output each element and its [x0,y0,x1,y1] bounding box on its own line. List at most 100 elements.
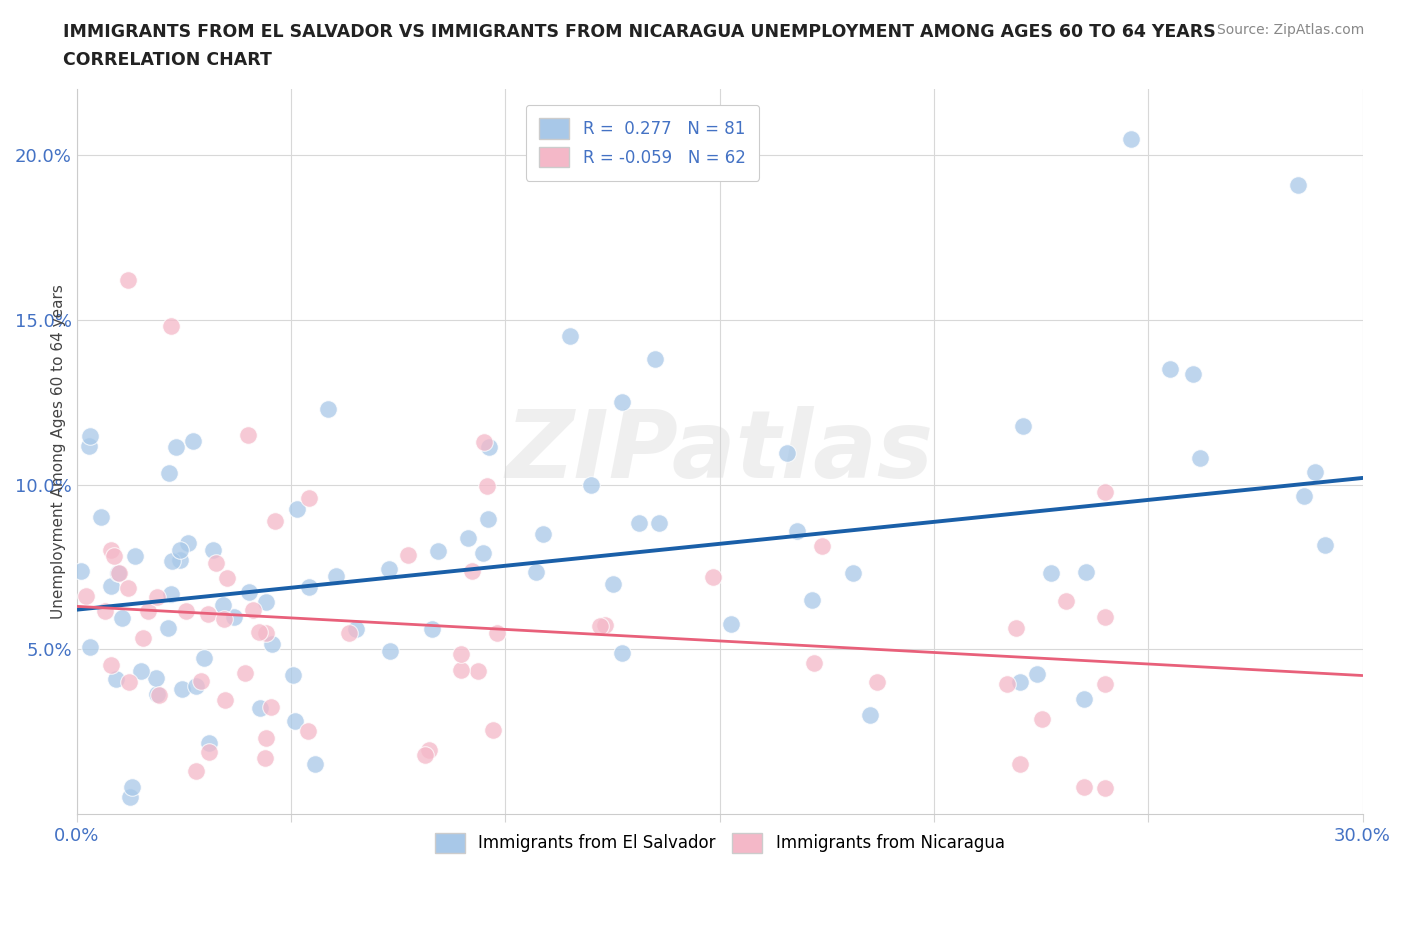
Point [148,687,170,702]
Point [477,512,499,526]
Point [212,611,235,626]
Point [70,565,93,579]
Point [254,731,277,746]
Point [627,515,650,530]
Text: IMMIGRANTS FROM EL SALVADOR VS IMMIGRANTS FROM NICARAGUA UNEMPLOYMENT AMONG AGES: IMMIGRANTS FROM EL SALVADOR VS IMMIGRANT… [63,23,1216,41]
Point [378,562,401,577]
Point [720,617,742,631]
Point [281,667,304,682]
Point [610,645,633,660]
Point [184,678,207,693]
Point [1094,610,1116,625]
Point [457,530,479,545]
Point [118,675,141,690]
Point [531,527,554,542]
Point [254,594,277,609]
Point [325,568,347,583]
Point [800,592,823,607]
Point [120,790,142,804]
Point [184,764,207,778]
Point [202,542,225,557]
Point [169,552,191,567]
Point [100,578,122,593]
Point [193,651,215,666]
Point [396,548,419,563]
Point [1026,667,1049,682]
Point [198,736,221,751]
Point [1031,712,1053,727]
Point [107,565,129,580]
Point [181,433,204,448]
Point [579,477,602,492]
Point [214,692,236,707]
Point [482,722,505,737]
Point [297,579,319,594]
Point [344,622,367,637]
Point [100,543,122,558]
Point [1073,780,1095,795]
Text: ZIPatlas: ZIPatlas [506,405,934,498]
Point [160,319,183,334]
Point [478,439,501,454]
Point [233,665,256,680]
Point [1074,565,1097,579]
Point [111,611,134,626]
Point [94,604,117,618]
Point [198,744,221,759]
Point [450,662,472,677]
Point [176,604,198,618]
Point [1189,450,1212,465]
Point [644,352,666,366]
Point [461,564,484,578]
Point [297,724,319,738]
Point [450,646,472,661]
Point [378,644,401,658]
Point [1011,419,1033,434]
Point [264,513,287,528]
Point [337,626,360,641]
Point [1008,757,1031,772]
Point [75,589,97,604]
Point [197,606,219,621]
Point [136,604,159,618]
Point [1008,674,1031,689]
Point [558,329,581,344]
Point [107,565,129,580]
Point [702,569,724,584]
Point [211,597,233,612]
Point [131,664,153,679]
Point [146,590,169,604]
Point [249,701,271,716]
Point [589,618,612,633]
Point [1159,362,1181,377]
Point [157,620,180,635]
Legend: Immigrants from El Salvador, Immigrants from Nicaragua: Immigrants from El Salvador, Immigrants … [429,826,1011,860]
Point [648,515,671,530]
Point [1054,593,1077,608]
Point [602,577,624,591]
Point [776,445,799,460]
Point [316,402,339,417]
Point [77,439,100,454]
Point [190,673,212,688]
Point [79,428,101,443]
Point [131,631,153,645]
Point [284,713,307,728]
Point [420,621,443,636]
Point [1181,367,1204,382]
Point [169,543,191,558]
Y-axis label: Unemployment Among Ages 60 to 64 years: Unemployment Among Ages 60 to 64 years [51,285,66,619]
Point [285,502,308,517]
Point [124,549,146,564]
Point [786,524,808,538]
Text: CORRELATION CHART: CORRELATION CHART [63,51,273,69]
Point [1286,178,1309,193]
Text: Source: ZipAtlas.com: Source: ZipAtlas.com [1216,23,1364,37]
Point [1303,465,1326,480]
Point [105,672,128,687]
Point [172,682,194,697]
Point [1073,691,1095,706]
Point [426,544,449,559]
Point [418,742,440,757]
Point [157,466,180,481]
